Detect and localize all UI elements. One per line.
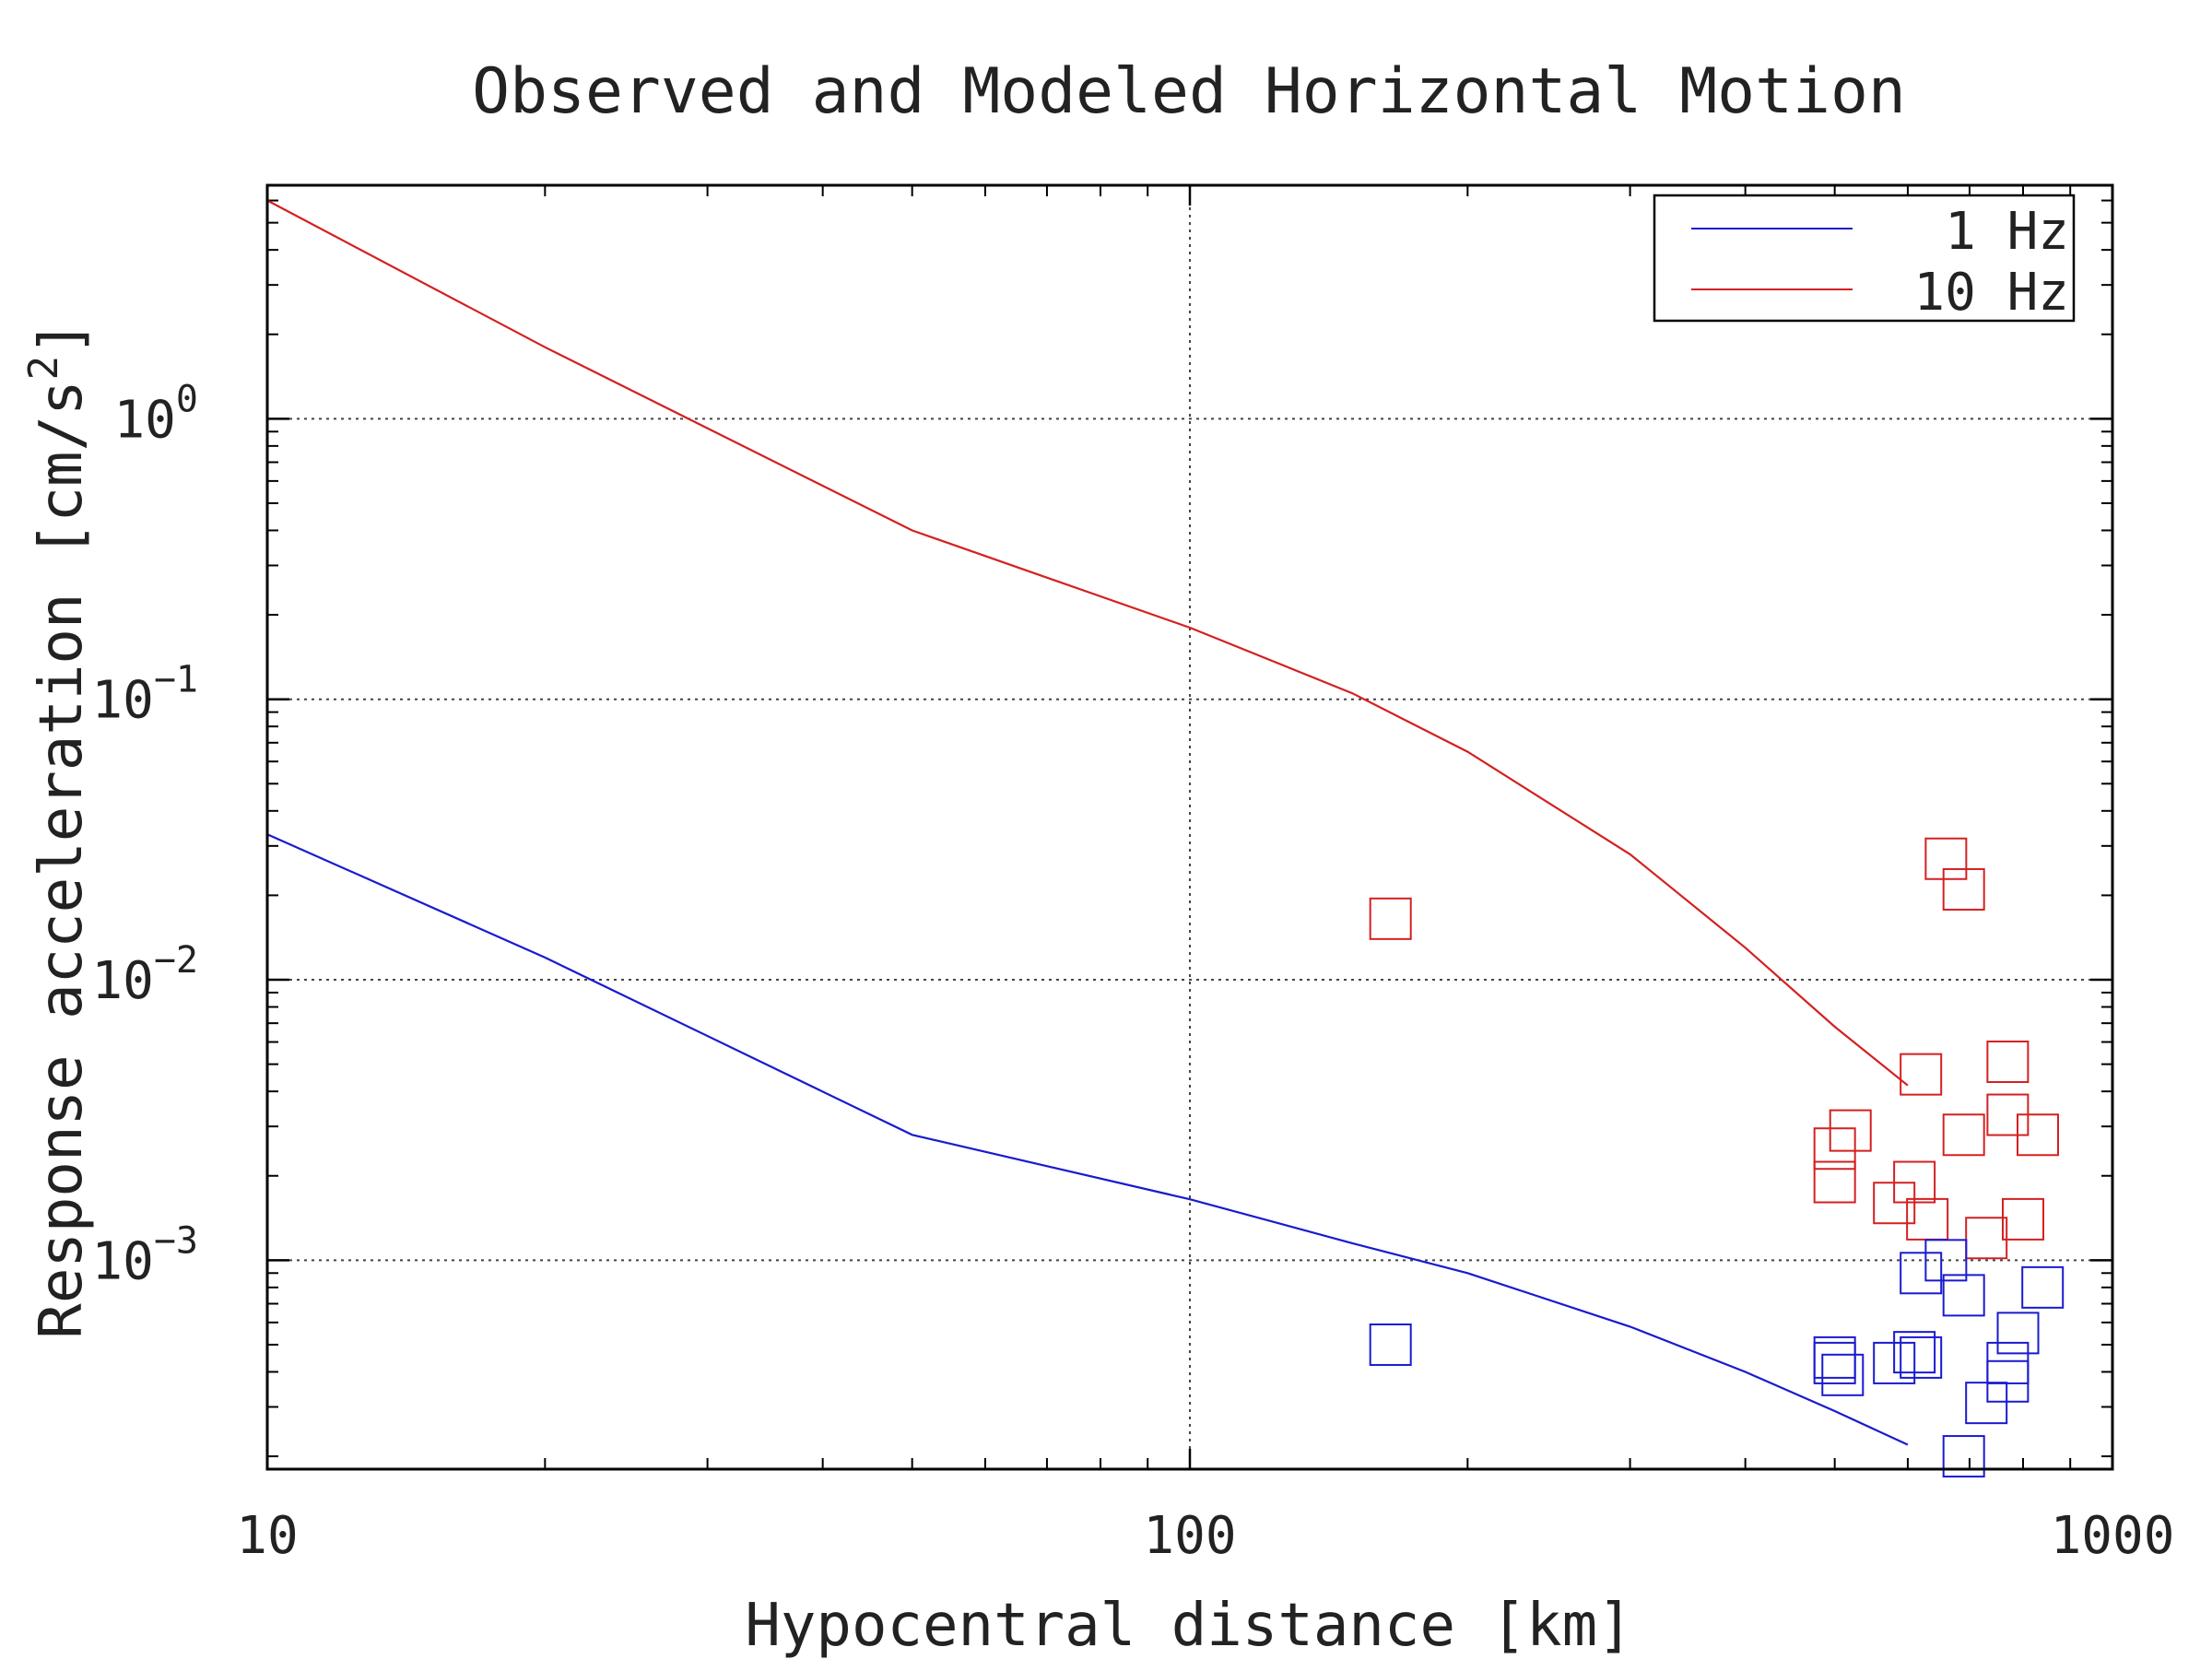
observation-marker-1hz [1965,1382,2008,1425]
observation-marker-10hz [1986,1041,2030,1084]
observation-marker-10hz [1900,1053,1943,1096]
observation-marker-1hz [1942,1435,1985,1478]
observation-marker-10hz [1942,867,1985,911]
y-axis-label-exponent: 2 [20,356,67,381]
observation-marker-1hz [1821,1353,1865,1396]
x-tick-label: 1000 [2051,1506,2175,1566]
observation-marker-10hz [2001,1197,2044,1241]
legend-label-1hz: 1 Hz [1945,202,2069,262]
x-axis-label: Hypocentral distance [km] [745,1592,1632,1659]
y-tick-label-exponent: −2 [154,939,198,982]
observation-marker-10hz [1924,837,1968,880]
chart-title: Observed and Modeled Horizontal Motion [472,55,1906,128]
model-line-10hz [266,199,1909,1087]
y-axis-label-text: Response acceleration [cm/s [28,380,96,1338]
observation-marker-1hz [1996,1312,2040,1355]
observation-marker-1hz [1986,1359,2030,1403]
observation-marker-10hz [1942,1113,1985,1157]
y-tick-label-exponent: −3 [154,1219,198,1262]
legend: 1 Hz 10 Hz [1653,194,2076,323]
legend-label-10hz: 10 Hz [1913,263,2069,323]
observation-marker-1hz [1900,1252,1943,1295]
observation-marker-1hz [1942,1274,1985,1317]
legend-box [1653,194,2076,323]
observation-marker-10hz [1369,897,1412,940]
observation-marker-10hz [1813,1127,1856,1171]
observation-marker-1hz [1900,1335,1943,1379]
observation-marker-10hz [1813,1160,1856,1204]
data-markers [1369,837,2065,1478]
plot-frame [265,183,2114,1471]
series-lines [266,199,1909,1446]
grid-lines [267,185,2112,1469]
observation-marker-1hz [1924,1239,1968,1282]
y-tick-label: 10−1 [91,659,198,731]
y-tick-label-exponent: −1 [154,659,198,701]
observation-marker-10hz [1873,1182,1916,1225]
model-line-1hz [266,833,1909,1446]
y-axis-label-close: ] [28,320,96,356]
observation-marker-10hz [1965,1217,2008,1260]
y-tick-label-exponent: 0 [176,378,198,420]
x-tick-labels: 10 100 1000 [236,1506,2174,1566]
observation-marker-10hz [2016,1113,2059,1157]
observation-marker-10hz [1829,1109,1872,1152]
x-tick-label: 10 [236,1506,298,1566]
observation-marker-1hz [1893,1331,1936,1374]
observation-marker-1hz [2021,1265,2065,1309]
observation-marker-1hz [1813,1341,1856,1384]
observation-marker-1hz [1369,1323,1412,1366]
y-axis-label: Response acceleration [cm/s2] [20,320,96,1338]
x-tick-label: 100 [1143,1506,1236,1566]
